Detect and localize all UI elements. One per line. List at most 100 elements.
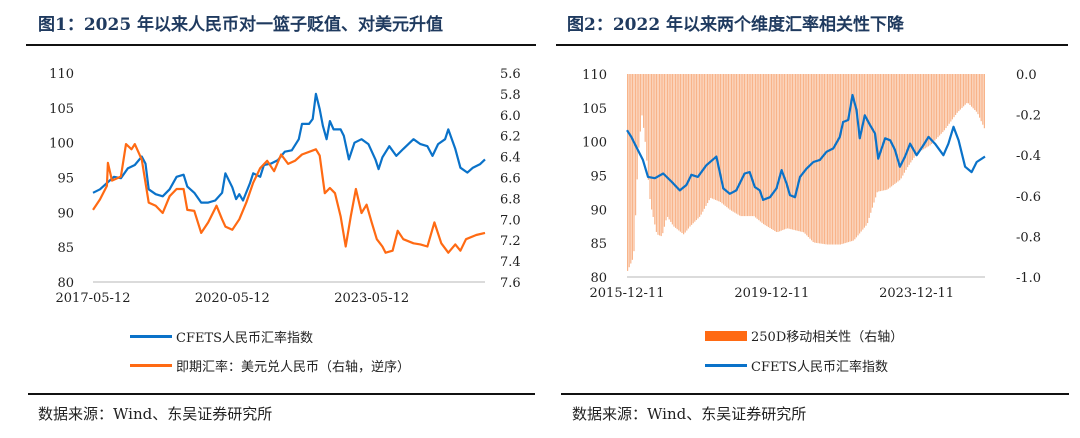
corr-bar xyxy=(958,74,960,112)
corr-bar xyxy=(787,74,789,229)
corr-bar xyxy=(679,74,681,232)
corr-bar xyxy=(881,74,883,191)
corr-bar xyxy=(825,74,827,245)
corr-bar xyxy=(799,74,801,232)
corr-bar xyxy=(919,74,921,152)
corr-bar xyxy=(747,74,749,217)
y2-tick-label: 6.4 xyxy=(500,151,521,166)
corr-bar xyxy=(750,74,752,217)
corr-bar xyxy=(963,74,965,107)
y2-tick-label: -0.6 xyxy=(1016,190,1041,205)
corr-bar xyxy=(847,74,849,243)
corr-bar xyxy=(737,74,739,215)
corr-bar xyxy=(945,74,947,129)
corr-bar xyxy=(967,74,969,104)
corr-bar xyxy=(807,74,809,238)
corr-bar xyxy=(795,74,797,231)
y2-tick-label: -1.0 xyxy=(1016,271,1041,286)
corr-bar xyxy=(891,74,893,187)
corr-bar xyxy=(827,74,829,245)
corr-bar xyxy=(831,74,833,245)
corr-bar xyxy=(846,74,848,243)
y-tick-label: 80 xyxy=(590,271,607,286)
corr-bar xyxy=(659,74,661,236)
corr-bar xyxy=(915,74,917,156)
corr-bar xyxy=(751,74,753,217)
corr-bar xyxy=(860,74,862,232)
corr-bar xyxy=(851,74,853,242)
corr-bar xyxy=(876,74,878,193)
corr-bar xyxy=(974,74,976,111)
corr-bar xyxy=(756,74,758,219)
corr-bar xyxy=(935,74,937,139)
corr-bar xyxy=(833,74,835,245)
corr-bar xyxy=(636,74,638,180)
corr-bar xyxy=(673,74,675,227)
corr-bar xyxy=(668,74,670,220)
corr-bar xyxy=(627,74,629,271)
corr-bar xyxy=(926,74,928,148)
corr-bar xyxy=(865,74,867,226)
corr-bar xyxy=(889,74,891,188)
corr-bar xyxy=(972,74,974,109)
corr-bar xyxy=(980,74,982,122)
corr-bar xyxy=(652,74,654,217)
corr-bar xyxy=(739,74,741,216)
y-tick-label: 90 xyxy=(590,203,607,218)
corr-bar xyxy=(817,74,819,244)
corr-bar xyxy=(884,74,886,191)
corr-bar xyxy=(982,74,984,125)
y2-tick-label: -0.2 xyxy=(1016,109,1041,124)
corr-bar xyxy=(921,74,923,151)
corr-bar xyxy=(769,74,771,229)
title-rule-right xyxy=(556,44,1068,46)
corr-bar xyxy=(836,74,838,245)
corr-bar xyxy=(691,74,693,225)
y2-tick-label: 7.2 xyxy=(500,234,521,249)
corr-bar xyxy=(844,74,846,244)
corr-bar xyxy=(785,74,787,229)
corr-bar xyxy=(843,74,845,244)
corr-bar xyxy=(863,74,865,228)
corr-bar xyxy=(924,74,926,149)
y-tick-label: 85 xyxy=(590,237,607,252)
corr-bar xyxy=(660,74,662,237)
corr-bar xyxy=(753,74,755,217)
legend-swatch-bar xyxy=(705,330,747,341)
corr-bar xyxy=(902,74,904,176)
corr-bar xyxy=(774,74,776,231)
corr-bar xyxy=(929,74,931,146)
corr-bar xyxy=(780,74,782,231)
corr-bar xyxy=(849,74,851,242)
corr-bar xyxy=(724,74,726,206)
corr-bar xyxy=(907,74,909,168)
corr-bar xyxy=(918,74,920,153)
cfets-series-line xyxy=(626,93,986,201)
corr-bar xyxy=(927,74,929,147)
corr-bar xyxy=(822,74,824,244)
corr-bar xyxy=(879,74,881,192)
corr-bar xyxy=(940,74,942,134)
corr-bar xyxy=(923,74,925,150)
corr-bar xyxy=(809,74,811,239)
legend-item-cfets-2: CFETS人民币汇率指数 xyxy=(705,356,888,375)
corr-bar xyxy=(788,74,790,229)
legend-item-cfets-1: CFETS人民币汇率指数 xyxy=(130,327,313,346)
corr-bar xyxy=(718,74,720,202)
corr-bar xyxy=(975,74,977,112)
corr-bar xyxy=(895,74,897,183)
corr-bar xyxy=(687,74,689,229)
corr-bar xyxy=(791,74,793,230)
corr-bar xyxy=(681,74,683,234)
corr-bar xyxy=(931,74,933,144)
y2-tick-label: 6.6 xyxy=(500,172,521,187)
y-tick-label: 100 xyxy=(582,136,607,151)
corr-bar xyxy=(713,74,715,200)
corr-bar xyxy=(761,74,763,223)
corr-bar xyxy=(852,74,854,241)
corr-bar xyxy=(859,74,861,234)
corr-bar xyxy=(649,74,651,200)
corr-bar xyxy=(628,74,630,268)
corr-bar xyxy=(932,74,934,143)
legend-swatch-orange xyxy=(130,364,172,367)
